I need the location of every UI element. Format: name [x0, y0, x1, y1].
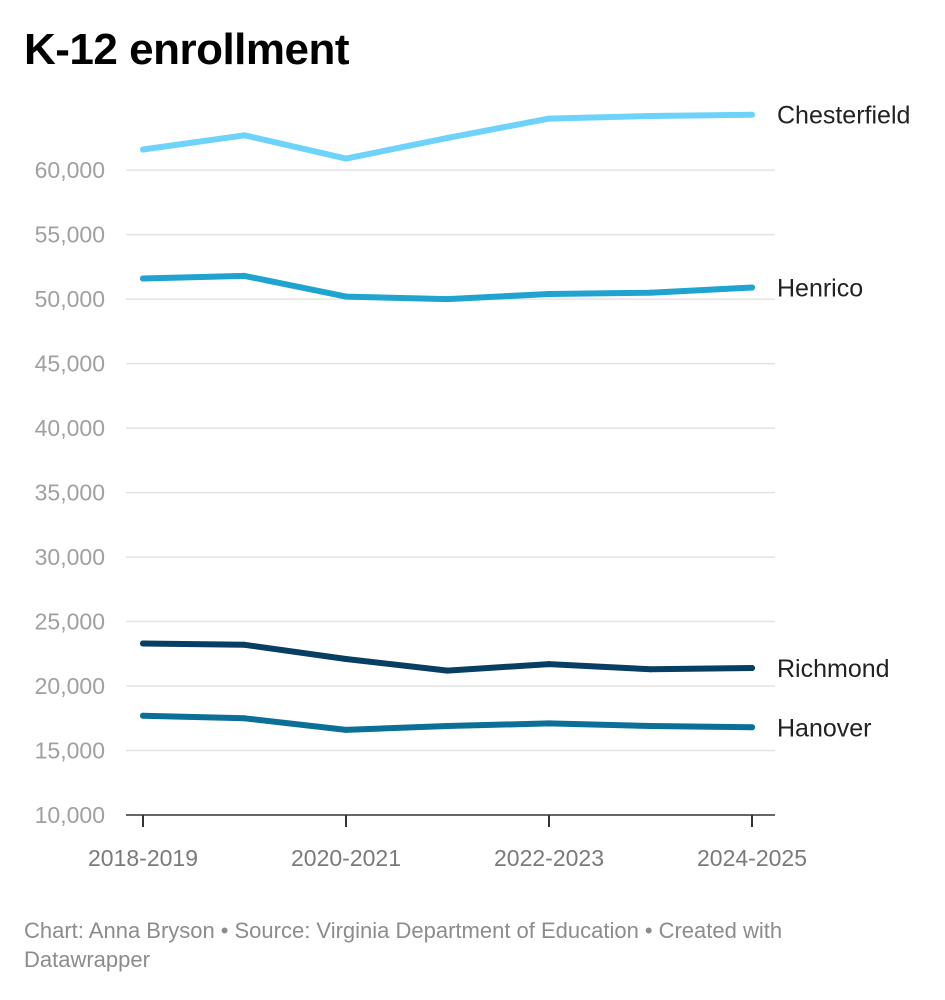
x-tick-label: 2018-2019 — [88, 845, 198, 871]
series-label-henrico: Henrico — [777, 275, 863, 303]
footer-separator: • — [220, 918, 229, 943]
data-point-hanover — [140, 712, 146, 719]
y-tick-label: 10,000 — [35, 802, 105, 828]
series-line-richmond — [140, 640, 755, 674]
series-label-chesterfield: Chesterfield — [777, 102, 910, 130]
x-axis: 2018-2019 2020-2021 2022-2023 2024-2025 — [88, 815, 807, 871]
data-point-hanover — [241, 715, 248, 722]
x-tick-label: 2022-2023 — [494, 845, 604, 871]
data-point-hanover — [749, 724, 755, 731]
data-point-henrico — [444, 296, 451, 303]
data-point-hanover — [444, 723, 451, 730]
data-point-hanover — [546, 720, 552, 727]
y-tick-label: 30,000 — [35, 544, 105, 570]
line-chart: 10,000 15,000 20,000 25,000 30,000 35,000 40,0… — [35, 102, 911, 871]
series-line-henrico — [140, 272, 755, 303]
y-tick-label: 40,000 — [35, 415, 105, 441]
chart-footer: Chart: Anna Bryson • Source: Virginia Depa… — [24, 916, 904, 974]
y-tick-label: 25,000 — [35, 609, 105, 635]
data-point-chesterfield — [241, 132, 248, 139]
footer-separator: • — [644, 918, 653, 943]
data-point-richmond — [647, 666, 654, 673]
data-point-henrico — [647, 289, 654, 296]
y-tick-label: 50,000 — [35, 286, 105, 312]
x-tick-label: 2024-2025 — [697, 845, 807, 871]
data-point-chesterfield — [647, 113, 654, 119]
data-point-richmond — [749, 664, 755, 671]
data-point-chesterfield — [546, 115, 552, 122]
data-point-chesterfield — [343, 155, 349, 162]
data-point-henrico — [241, 272, 248, 279]
data-point-richmond — [444, 667, 451, 674]
data-point-hanover — [343, 726, 349, 733]
y-tick-label: 60,000 — [35, 157, 105, 183]
x-tick-label: 2020-2021 — [291, 845, 401, 871]
datawrapper-credit: Created with Datawrapper — [24, 918, 783, 972]
series-label-richmond: Richmond — [777, 655, 890, 683]
y-tick-label: 55,000 — [35, 222, 105, 248]
data-point-henrico — [749, 284, 755, 291]
data-point-chesterfield — [444, 134, 451, 141]
y-tick-label: 45,000 — [35, 351, 105, 377]
data-point-henrico — [343, 293, 349, 300]
data-point-chesterfield — [140, 146, 146, 153]
series-label-hanover: Hanover — [777, 714, 872, 742]
data-point-hanover — [647, 723, 654, 730]
chart-title: K-12 enrollment — [24, 25, 350, 74]
data-point-richmond — [546, 661, 552, 668]
gridlines — [126, 169, 775, 816]
chart-source: Source: Virginia Department of Education — [234, 918, 639, 943]
data-point-richmond — [140, 640, 146, 647]
data-point-henrico — [546, 290, 552, 297]
y-tick-label: 35,000 — [35, 480, 105, 506]
y-tick-label: 15,000 — [35, 738, 105, 764]
data-point-richmond — [241, 641, 248, 648]
y-tick-label: 20,000 — [35, 673, 105, 699]
data-point-chesterfield — [749, 111, 755, 118]
y-axis-tick-labels: 10,000 15,000 20,000 25,000 30,000 35,000 40,0… — [35, 157, 105, 828]
chart-credit: Chart: Anna Bryson — [24, 918, 215, 943]
series-lines — [140, 111, 755, 733]
series-labels: Chesterfield Henrico Richmond Hanover — [777, 102, 910, 743]
data-point-henrico — [140, 275, 146, 282]
data-point-richmond — [343, 655, 349, 662]
